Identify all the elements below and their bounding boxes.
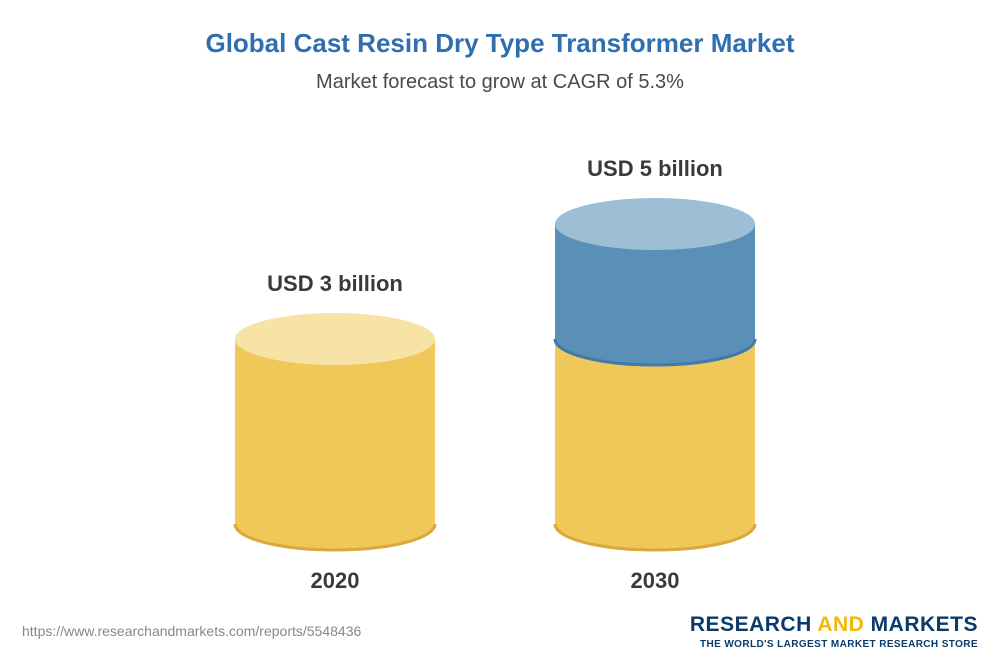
chart-title: Global Cast Resin Dry Type Transformer M… bbox=[0, 0, 1000, 59]
cylinder-value-label-2020: USD 3 billion bbox=[205, 271, 465, 297]
cylinder-value-label-2030: USD 5 billion bbox=[525, 156, 785, 182]
chart-area: USD 3 billion USD 5 billion 2020 2030 bbox=[0, 104, 1000, 564]
cylinder-chart-svg bbox=[0, 104, 1000, 564]
cylinder-year-label-2020: 2020 bbox=[235, 568, 435, 594]
brand-block: RESEARCH AND MARKETS THE WORLD'S LARGEST… bbox=[690, 613, 978, 650]
brand-name: RESEARCH AND MARKETS bbox=[690, 613, 978, 637]
brand-part1: RESEARCH bbox=[690, 613, 812, 636]
brand-part2: MARKETS bbox=[871, 613, 978, 636]
brand-tagline: THE WORLD'S LARGEST MARKET RESEARCH STOR… bbox=[690, 639, 978, 650]
chart-subtitle: Market forecast to grow at CAGR of 5.3% bbox=[0, 71, 1000, 94]
cylinder-year-label-2030: 2030 bbox=[555, 568, 755, 594]
brand-and: AND bbox=[817, 613, 864, 636]
source-url: https://www.researchandmarkets.com/repor… bbox=[22, 623, 361, 639]
footer: https://www.researchandmarkets.com/repor… bbox=[0, 605, 1000, 667]
